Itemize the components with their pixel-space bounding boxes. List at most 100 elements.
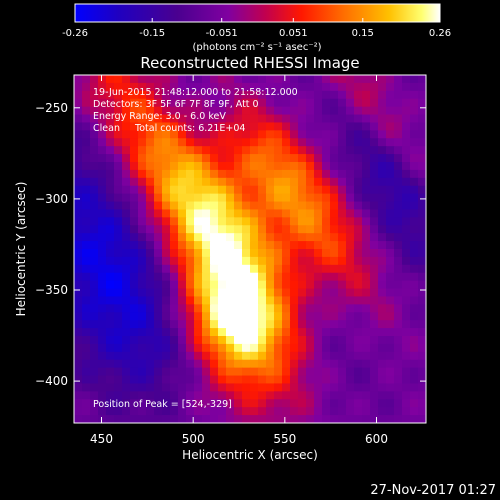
heatmap-cell <box>226 114 235 124</box>
colorbar-gradient <box>74 3 441 23</box>
heatmap-cell <box>122 359 131 369</box>
heatmap-cell <box>162 312 171 321</box>
heatmap-cell <box>306 391 315 400</box>
heatmap-cell <box>298 320 307 329</box>
heatmap-cell <box>330 399 339 408</box>
heatmap-cell <box>410 114 419 124</box>
heatmap-cell <box>138 312 147 321</box>
heatmap-cell <box>290 122 299 131</box>
heatmap-cell <box>314 209 323 218</box>
heatmap-cell <box>330 304 339 313</box>
heatmap-cell <box>162 106 171 116</box>
heatmap-cell <box>202 415 211 423</box>
heatmap-cell <box>362 328 371 337</box>
heatmap-cell <box>346 296 355 305</box>
heatmap-cell <box>394 312 403 321</box>
heatmap-cell <box>186 407 195 416</box>
heatmap-cell <box>234 82 243 92</box>
heatmap-cell <box>218 138 227 147</box>
heatmap-cell <box>314 138 323 147</box>
heatmap-cell <box>362 296 371 305</box>
heatmap-cell <box>178 106 187 116</box>
heatmap-cell <box>162 169 171 179</box>
heatmap-cell <box>306 415 315 423</box>
heatmap-cell <box>82 296 91 305</box>
heatmap-cell <box>282 399 291 408</box>
heatmap-cell <box>250 359 259 369</box>
heatmap-cell <box>378 328 387 337</box>
heatmap-cell <box>330 90 339 100</box>
heatmap-cell <box>346 351 355 361</box>
heatmap-cell <box>210 399 219 408</box>
heatmap-cell <box>346 312 355 321</box>
heatmap-cell <box>250 241 259 250</box>
heatmap-cell <box>202 138 211 147</box>
heatmap-cell <box>138 264 147 274</box>
heatmap-cell <box>258 98 267 108</box>
heatmap-cell <box>330 177 339 187</box>
heatmap-cell <box>362 217 371 226</box>
heatmap-cell <box>106 304 115 313</box>
heatmap-cell <box>306 359 315 369</box>
heatmap-cell <box>322 296 331 305</box>
heatmap-cell <box>418 256 426 266</box>
heatmap-cell <box>122 241 131 250</box>
heatmap-cell <box>370 217 379 226</box>
heatmap-cell <box>106 351 115 361</box>
heatmap-cell <box>362 351 371 361</box>
heatmap-cell <box>186 328 195 337</box>
heatmap-cell <box>370 169 379 179</box>
heatmap-cell <box>378 399 387 408</box>
heatmap-cell <box>282 98 291 108</box>
heatmap-cell <box>418 98 426 108</box>
heatmap-cell <box>82 312 91 321</box>
heatmap-cell <box>346 359 355 369</box>
heatmap-cell <box>322 288 331 298</box>
heatmap-cell <box>194 201 203 211</box>
heatmap-cell <box>186 415 195 423</box>
heatmap-cell <box>130 225 139 234</box>
heatmap-cell <box>266 383 275 392</box>
heatmap-cell <box>394 296 403 305</box>
heatmap-cell <box>258 359 267 369</box>
heatmap-cell <box>170 312 179 321</box>
heatmap-cell <box>394 399 403 408</box>
heatmap-cell <box>74 343 83 353</box>
heatmap-cell <box>218 399 227 408</box>
heatmap-cell <box>274 75 283 84</box>
heatmap-cell <box>322 415 331 423</box>
heatmap-cell <box>226 90 235 100</box>
heatmap-cell <box>250 185 259 195</box>
heatmap-cell <box>282 82 291 92</box>
heatmap-cell <box>170 328 179 337</box>
heatmap-cell <box>138 407 147 416</box>
heatmap-cell <box>250 312 259 321</box>
heatmap-cell <box>410 122 419 131</box>
heatmap-cell <box>266 399 275 408</box>
heatmap-cell <box>338 272 347 282</box>
heatmap-cell <box>202 256 211 266</box>
heatmap-cell <box>378 185 387 195</box>
heatmap-cell <box>410 383 419 392</box>
heatmap-cell <box>330 264 339 274</box>
heatmap-cell <box>90 233 99 242</box>
heatmap-cell <box>378 82 387 92</box>
heatmap-cell <box>178 185 187 195</box>
heatmap-cell <box>242 383 251 392</box>
heatmap-cell <box>186 209 195 218</box>
heatmap-cell <box>418 193 426 203</box>
heatmap-cell <box>394 383 403 392</box>
heatmap-cell <box>418 272 426 282</box>
heatmap-cell <box>106 98 115 108</box>
heatmap-cell <box>402 296 411 305</box>
heatmap-cell <box>90 272 99 282</box>
heatmap-cell <box>330 98 339 108</box>
heatmap-cell <box>154 280 163 290</box>
heatmap-cell <box>322 280 331 290</box>
heatmap-cell <box>346 90 355 100</box>
heatmap-cell <box>242 185 251 195</box>
heatmap-cell <box>322 130 331 139</box>
heatmap-cell <box>250 225 259 234</box>
heatmap-cell <box>322 75 331 84</box>
heatmap-cell <box>330 336 339 345</box>
